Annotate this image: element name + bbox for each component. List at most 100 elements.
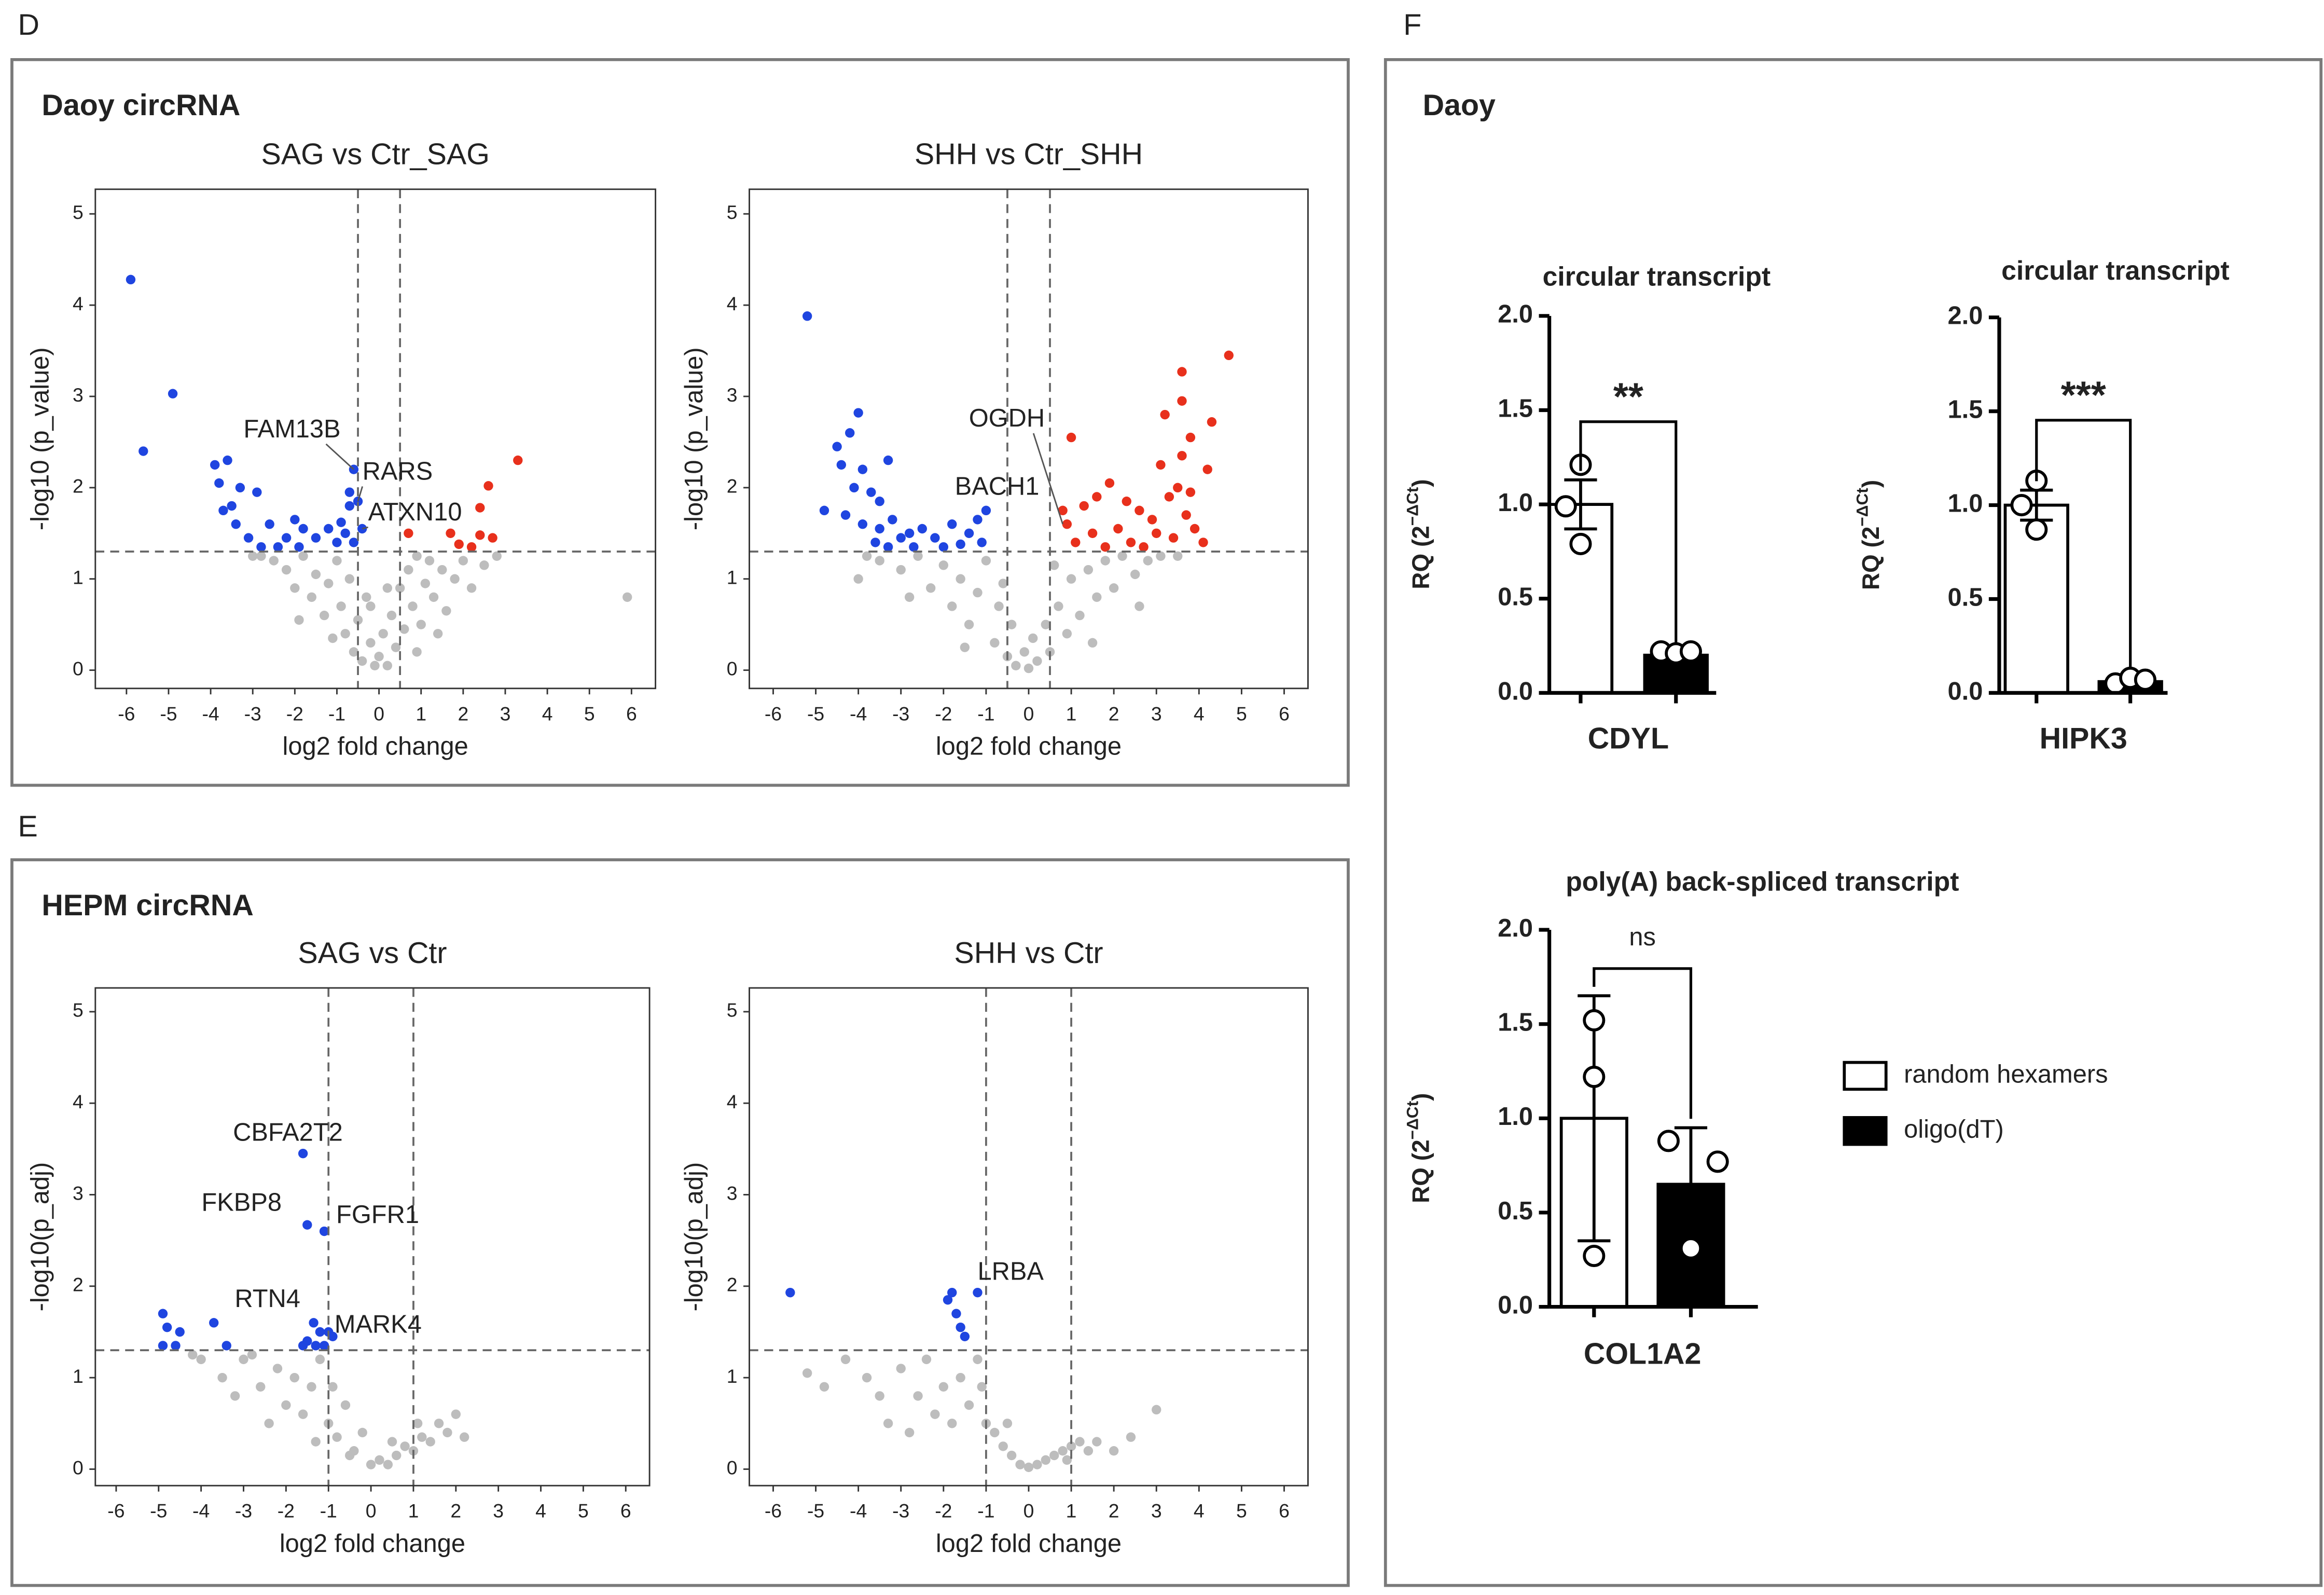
y-tick-label: 0: [73, 657, 84, 679]
point: [1164, 492, 1174, 502]
point: [1126, 538, 1136, 547]
point: [785, 1287, 795, 1298]
point: [281, 533, 292, 543]
point: [433, 629, 443, 639]
panel-frame: [10, 858, 1350, 1587]
point: [408, 601, 418, 611]
x-tick-label: 5: [1236, 1500, 1247, 1522]
point: [1071, 538, 1081, 547]
y-tick-label: 1: [727, 567, 738, 588]
point: [450, 574, 460, 584]
y-tick-label: 2: [73, 1274, 84, 1296]
x-axis-label: log2 fold change: [280, 1530, 465, 1558]
point: [441, 606, 451, 616]
point: [1041, 1455, 1050, 1465]
point: [998, 579, 1008, 588]
point: [294, 615, 304, 625]
replicate-point: [1657, 1130, 1680, 1152]
point: [1104, 478, 1115, 488]
y-tick-label: 5: [727, 999, 738, 1021]
point: [399, 624, 409, 634]
point: [374, 652, 384, 662]
replicate-point: [2134, 668, 2156, 691]
y-tick-label: 5: [73, 999, 84, 1021]
x-tick-label: 2: [458, 703, 468, 724]
y-tick-label: 1: [73, 567, 84, 588]
point: [319, 1341, 329, 1351]
point: [458, 556, 468, 566]
legend-swatch: [1843, 1061, 1888, 1091]
y-tick-label: 4: [73, 293, 84, 314]
replicate-point: [1583, 1244, 1606, 1268]
point: [875, 556, 884, 566]
panel-letter: F: [1403, 8, 1421, 42]
y-axis-label: -log10(p_adj): [680, 1162, 708, 1312]
point: [272, 1364, 283, 1373]
point: [1066, 1441, 1076, 1451]
point: [870, 538, 880, 547]
point: [344, 501, 354, 511]
point: [1207, 417, 1217, 427]
point: [840, 510, 851, 520]
point: [1173, 483, 1183, 493]
significance-bracket: [2035, 419, 2132, 669]
point: [392, 1450, 402, 1461]
point: [964, 528, 974, 538]
y-tick-label: 1.0: [1498, 489, 1533, 517]
point: [340, 629, 350, 639]
point: [256, 542, 266, 552]
significance-label: ***: [2061, 373, 2106, 417]
significance-label: **: [1613, 374, 1643, 418]
y-axis-label: RQ (2−ΔCt): [1403, 479, 1434, 589]
point: [311, 1437, 321, 1447]
point: [1087, 528, 1098, 538]
point: [883, 455, 893, 465]
point: [315, 1354, 325, 1365]
point: [466, 542, 477, 552]
replicate-point: [2010, 494, 2033, 517]
point: [298, 524, 308, 534]
x-tick-label: 0: [1023, 703, 1034, 724]
x-tick-label: 4: [1194, 1500, 1205, 1522]
point: [883, 1419, 893, 1428]
x-tick-label: -5: [150, 1500, 167, 1522]
point: [973, 1287, 983, 1298]
y-tick-label: 2.0: [1947, 302, 1983, 330]
point: [938, 542, 948, 552]
y-axis-label-base: RQ (2: [1407, 526, 1434, 589]
x-tick-label: 5: [578, 1500, 589, 1522]
point: [1109, 583, 1119, 593]
x-tick-label: 6: [1279, 703, 1290, 724]
plot-title: SAG vs Ctr: [298, 937, 447, 970]
point: [1177, 451, 1187, 461]
point: [188, 1350, 198, 1360]
y-axis-label-base: RQ (2: [1407, 1139, 1434, 1203]
point: [947, 519, 957, 529]
point: [1135, 601, 1144, 611]
point: [420, 579, 431, 588]
y-tick-label: 1.0: [1947, 489, 1983, 517]
point: [158, 1309, 168, 1318]
y-tick-label: 0.0: [1498, 677, 1533, 705]
point: [298, 1409, 308, 1419]
x-tick-label: 2: [1109, 1500, 1119, 1522]
point: [1122, 497, 1131, 506]
y-tick-label: 3: [73, 384, 84, 406]
point: [290, 583, 300, 593]
point: [311, 1341, 321, 1351]
point: [235, 483, 245, 493]
point: [1019, 647, 1029, 657]
y-axis-label-exponent: −ΔCt: [1403, 1101, 1422, 1139]
point: [1058, 1446, 1068, 1456]
annotation-leader: [357, 486, 364, 502]
y-axis-label-close: ): [1857, 480, 1884, 488]
point: [349, 647, 359, 657]
point: [977, 538, 987, 547]
point: [340, 528, 350, 538]
point: [1177, 396, 1187, 406]
point: [243, 533, 254, 543]
x-tick-label: -4: [192, 1500, 210, 1522]
y-tick-label: 0.0: [1947, 677, 1983, 705]
point: [1130, 569, 1140, 580]
point: [943, 1295, 953, 1305]
